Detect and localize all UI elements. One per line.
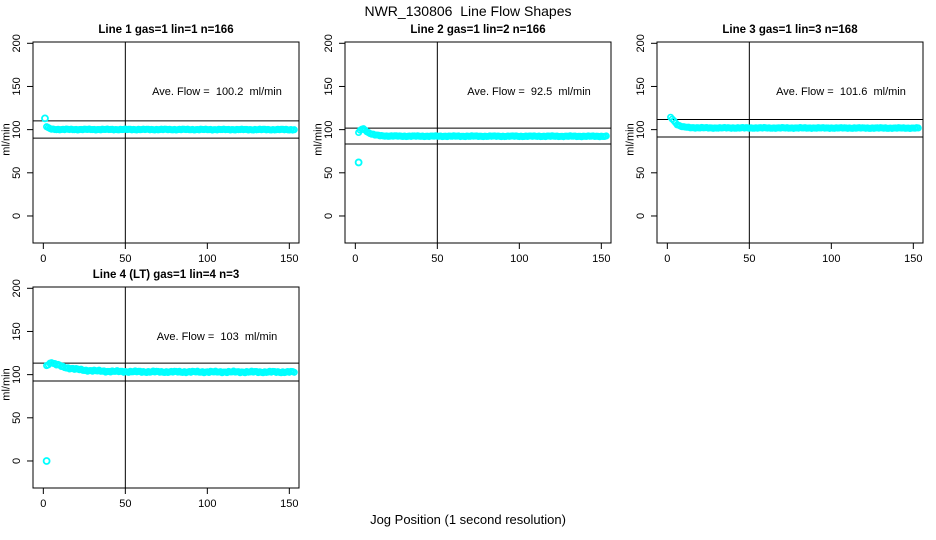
x-tick-label: 0 [40, 253, 46, 265]
panel-title: Line 4 (LT) gas=1 lin=4 n=3 [92, 269, 240, 281]
y-tick-label: 0 [11, 213, 23, 219]
data-point [602, 132, 610, 140]
panel-title: Line 2 gas=1 lin=2 n=166 [410, 24, 546, 36]
avg-flow-annotation: Ave. Flow = 103 ml/min [156, 331, 278, 343]
y-tick-label: 50 [11, 412, 23, 424]
x-tick-label: 0 [40, 498, 46, 510]
panel-title: Line 1 gas=1 lin=1 n=166 [98, 24, 234, 36]
y-tick-label: 100 [11, 365, 23, 383]
x-axis-label: Jog Position (1 second resolution) [370, 512, 566, 527]
x-tick-label: 100 [198, 498, 216, 510]
y-tick-label: 50 [323, 167, 335, 179]
x-tick-label: 150 [592, 253, 610, 265]
figure-title: NWR_130806 Line Flow Shapes [364, 3, 572, 19]
y-axis-label: ml/min [312, 123, 325, 156]
y-tick-label: 0 [11, 458, 23, 464]
x-tick-label: 50 [743, 253, 755, 265]
outlier-point [354, 158, 363, 167]
x-tick-label: 100 [198, 253, 216, 265]
y-tick-label: 50 [635, 167, 647, 179]
y-tick-label: 150 [11, 322, 23, 340]
y-tick-label: 0 [323, 213, 335, 219]
plot-box [32, 41, 300, 244]
data-point [290, 126, 298, 134]
x-tick-label: 0 [664, 253, 670, 265]
y-tick-label: 200 [635, 34, 647, 52]
plot-box [32, 286, 300, 489]
x-tick-label: 150 [280, 253, 298, 265]
avg-flow-annotation: Ave. Flow = 92.5 ml/min [467, 86, 591, 98]
x-tick-label: 50 [119, 253, 131, 265]
y-axis-label: ml/min [624, 123, 637, 156]
x-tick-label: 50 [119, 498, 131, 510]
y-tick-label: 100 [11, 120, 23, 138]
x-tick-label: 0 [352, 253, 358, 265]
y-tick-label: 200 [11, 34, 23, 52]
x-tick-label: 100 [822, 253, 840, 265]
x-tick-label: 50 [431, 253, 443, 265]
y-axis-label: ml/min [0, 368, 13, 401]
y-tick-label: 100 [635, 120, 647, 138]
plot-box [656, 41, 924, 244]
x-tick-label: 100 [510, 253, 528, 265]
avg-flow-annotation: Ave. Flow = 101.6 ml/min [776, 86, 906, 98]
y-tick-label: 150 [11, 77, 23, 95]
y-tick-label: 150 [323, 77, 335, 95]
y-tick-label: 200 [323, 34, 335, 52]
data-point [290, 368, 298, 376]
outlier-point [42, 457, 51, 465]
y-tick-label: 100 [323, 120, 335, 138]
y-tick-label: 200 [11, 279, 23, 297]
panel-title: Line 3 gas=1 lin=3 n=168 [722, 24, 858, 36]
data-point [914, 124, 922, 132]
outlier-point [41, 114, 49, 123]
x-tick-label: 150 [904, 253, 922, 265]
y-axis-label: ml/min [0, 123, 13, 156]
y-tick-label: 150 [635, 77, 647, 95]
y-tick-label: 0 [635, 213, 647, 219]
y-tick-label: 50 [11, 167, 23, 179]
avg-flow-annotation: Ave. Flow = 100.2 ml/min [152, 86, 282, 98]
x-tick-label: 150 [280, 498, 298, 510]
plot-box [344, 41, 612, 244]
